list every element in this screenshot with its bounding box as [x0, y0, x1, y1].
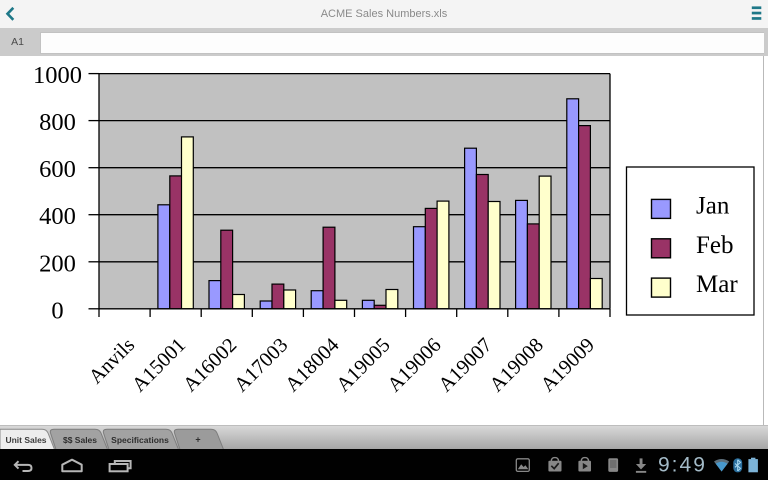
svg-text:Feb: Feb	[696, 232, 734, 259]
svg-text:0: 0	[51, 297, 63, 324]
svg-text:Specifications: Specifications	[111, 435, 169, 445]
svg-text:A15001: A15001	[128, 334, 190, 396]
svg-text:A19005: A19005	[332, 334, 394, 396]
svg-text:A17003: A17003	[230, 334, 292, 396]
svg-text:A18004: A18004	[281, 334, 343, 396]
svg-text:200: 200	[39, 250, 76, 277]
svg-text:600: 600	[39, 156, 76, 183]
svg-text:A19008: A19008	[486, 334, 548, 396]
svg-text:A16002: A16002	[179, 334, 241, 396]
svg-text:1000: 1000	[33, 62, 82, 89]
svg-text:A19007: A19007	[434, 334, 496, 396]
svg-text:+: +	[195, 435, 200, 445]
svg-text:800: 800	[39, 109, 76, 136]
svg-text:Jan: Jan	[696, 193, 730, 220]
svg-text:A19006: A19006	[383, 334, 445, 396]
svg-text:$$ Sales: $$ Sales	[63, 435, 97, 445]
svg-text:9:49: 9:49	[658, 454, 707, 477]
svg-text:A19009: A19009	[537, 334, 599, 396]
svg-text:Mar: Mar	[696, 271, 738, 298]
svg-text:Unit Sales: Unit Sales	[5, 435, 46, 445]
svg-text:400: 400	[39, 203, 76, 230]
